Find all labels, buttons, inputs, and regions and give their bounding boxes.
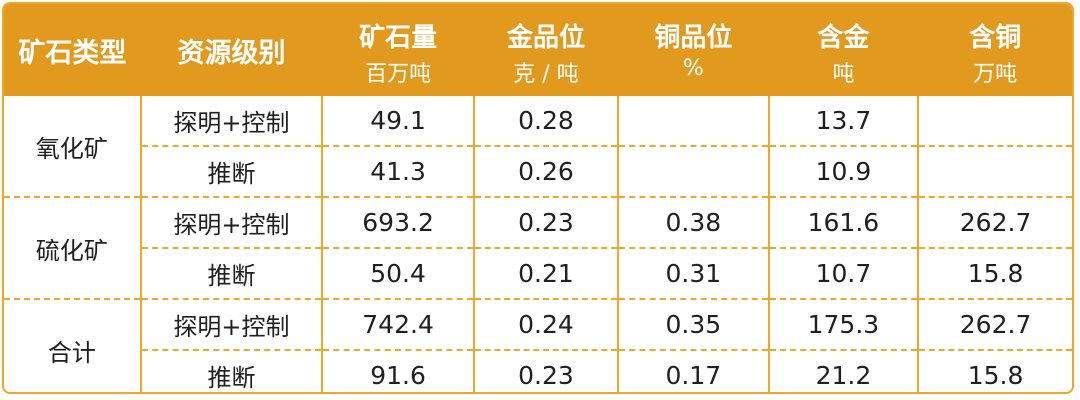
cell-copper-content: 262.7 [917,196,1072,248]
cell-ore-tonnage: 742.4 [321,298,474,350]
header-gold-grade-title: 金品位 [473,4,619,56]
cell-copper-grade: 0.31 [617,247,769,299]
header-unit-row: 百万吨 克 / 吨 % 吨 万吨 [4,56,1072,96]
cell-gold-grade: 0.21 [472,247,619,299]
cell-gold-grade: 0.28 [472,96,619,146]
cell-gold-grade: 0.24 [472,298,619,350]
header-ore-tonnage-unit: 百万吨 [322,56,474,96]
header-ore-type: 矿石类型 [4,4,141,96]
cell-copper-grade: 0.38 [617,196,769,248]
header-resource-level: 资源级别 [140,4,323,96]
table-row: 推断 91.6 0.23 0.17 21.2 15.8 [4,349,1072,392]
header-copper-content-unit: 万吨 [918,56,1072,96]
resource-level-cell: 探明+控制 [139,96,323,146]
resource-level-cell: 推断 [139,349,323,392]
header-copper-content-title: 含铜 [918,4,1072,56]
header-gold-content-title: 含金 [768,4,919,56]
ore-type-cell: 氧化矿 [35,134,108,163]
cell-copper-grade [617,96,769,146]
cell-gold-content: 10.9 [767,145,919,197]
resource-level-cell: 探明+控制 [139,196,323,248]
cell-gold-content: 10.7 [767,247,919,299]
cell-gold-grade: 0.23 [472,349,619,392]
cell-copper-content: 15.8 [917,247,1072,299]
cell-copper-content [917,145,1072,197]
table-row: 推断 41.3 0.26 10.9 [4,145,1072,197]
header-title-row: 矿石类型 资源级别 矿石量 金品位 铜品位 含金 含铜 [4,4,1072,96]
table-header: 矿石类型 资源级别 矿石量 金品位 铜品位 含金 含铜 百万吨 克 / 吨 % … [4,4,1072,96]
resource-level-cell: 探明+控制 [139,298,323,350]
cell-ore-tonnage: 91.6 [321,349,474,392]
header-gold-grade-unit: 克 / 吨 [473,56,619,96]
cell-ore-tonnage: 693.2 [321,196,474,248]
cell-copper-grade: 0.35 [617,298,769,350]
table-row: 氧化矿 探明+控制 49.1 0.28 13.7 [4,96,1072,163]
cell-gold-content: 21.2 [767,349,919,392]
cell-gold-content: 175.3 [767,298,919,350]
table-row: 推断 50.4 0.21 0.31 10.7 15.8 [4,247,1072,299]
table-body: 氧化矿 探明+控制 49.1 0.28 13.7 推断 41.3 0.26 10… [4,96,1072,392]
table-row: 合计 探明+控制 742.4 0.24 0.35 175.3 262.7 [4,298,1072,392]
table-row: 硫化矿 探明+控制 693.2 0.23 0.38 161.6 262.7 [4,196,1072,299]
ore-type-cell: 合计 [4,298,141,392]
cell-gold-content: 13.7 [767,96,919,146]
cell-ore-tonnage: 50.4 [321,247,474,299]
mineral-resource-table: 矿石类型 资源级别 矿石量 金品位 铜品位 含金 含铜 百万吨 克 / 吨 % … [2,2,1074,394]
cell-copper-content: 262.7 [917,298,1072,350]
ore-type-cell: 硫化矿 [4,196,141,299]
cell-copper-grade: 0.17 [617,349,769,392]
resource-level-cell: 推断 [139,145,323,197]
cell-ore-tonnage: 49.1 [321,96,474,146]
resource-data-table: 矿石类型 资源级别 矿石量 金品位 铜品位 含金 含铜 百万吨 克 / 吨 % … [4,4,1072,392]
cell-gold-content: 161.6 [767,196,919,248]
cell-ore-tonnage: 41.3 [321,145,474,197]
cell-copper-content: 15.8 [917,349,1072,392]
cell-copper-content [917,96,1072,146]
header-gold-content-unit: 吨 [768,56,919,96]
header-ore-tonnage-title: 矿石量 [322,4,474,56]
header-copper-grade-title: 铜品位 [618,4,769,56]
cell-copper-grade [617,145,769,197]
header-copper-grade-unit: % [618,56,769,96]
resource-level-cell: 推断 [139,247,323,299]
cell-gold-grade: 0.26 [472,145,619,197]
cell-gold-grade: 0.23 [472,196,619,248]
